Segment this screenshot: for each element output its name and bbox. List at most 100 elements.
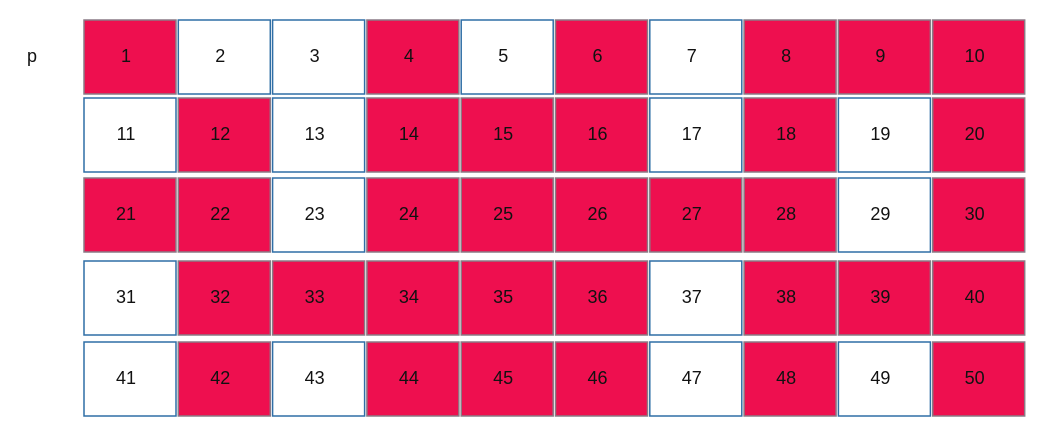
cell-number: 20 [965,124,985,144]
cell [177,19,272,95]
cell-number: 43 [305,368,325,388]
cell-number: 17 [682,124,702,144]
cell [177,97,272,173]
cell-number: 42 [210,368,230,388]
cell-number: 26 [587,204,607,224]
cell [177,341,272,417]
cell [837,260,932,336]
cell-number: 5 [498,46,508,66]
cell [366,97,460,173]
cell-number: 22 [210,204,230,224]
cell [460,341,554,417]
cell-number: 37 [682,287,702,307]
cell [83,341,177,417]
cell [837,177,932,253]
cell [366,260,460,336]
cell [83,97,177,173]
cell [460,260,554,336]
cell [649,260,743,336]
cell-number: 50 [965,368,985,388]
cell-number: 41 [116,368,136,388]
cell [931,19,1026,95]
cell-number: 25 [493,204,513,224]
cell-number: 23 [305,204,325,224]
cell-number: 8 [781,46,791,66]
cell [649,97,743,173]
cell [271,19,366,95]
cell [649,19,743,95]
cell [743,177,837,253]
cell [554,341,649,417]
cell-number: 36 [587,287,607,307]
cell-number: 4 [404,46,414,66]
cell [83,177,177,253]
cell-number: 49 [870,368,890,388]
cell [83,260,177,336]
cell-number: 18 [776,124,796,144]
cell-number: 29 [870,204,890,224]
cell-number: 33 [305,287,325,307]
cell [366,341,460,417]
row-label: p [27,46,37,66]
cell-number: 48 [776,368,796,388]
cell [177,177,272,253]
cell [837,19,932,95]
cell-number: 16 [587,124,607,144]
cell-number: 44 [399,368,419,388]
cell [649,341,743,417]
cell [554,260,649,336]
cell [366,177,460,253]
cell-number: 31 [116,287,136,307]
cell-number: 15 [493,124,513,144]
cell [271,177,366,253]
cell-number: 27 [682,204,702,224]
cell-number: 39 [870,287,890,307]
cell-number: 14 [399,124,419,144]
cell [460,97,554,173]
cell-number: 34 [399,287,419,307]
cell-number: 35 [493,287,513,307]
cell-number: 45 [493,368,513,388]
cell-number: 1 [121,46,131,66]
cell [743,19,837,95]
cell-number: 9 [875,46,885,66]
cell-number: 13 [305,124,325,144]
cell-number: 24 [399,204,419,224]
cell-number: 10 [965,46,985,66]
cell-number: 6 [592,46,602,66]
cell [460,19,554,95]
cell [931,97,1026,173]
cell [554,19,649,95]
cell [649,177,743,253]
cell [271,341,366,417]
cell [931,341,1026,417]
cell-number: 38 [776,287,796,307]
cell-number: 28 [776,204,796,224]
cell-number: 7 [687,46,697,66]
cell-number: 32 [210,287,230,307]
cell [83,19,177,95]
cell [177,260,272,336]
cell-number: 11 [117,124,136,144]
cell [931,177,1026,253]
cell [271,97,366,173]
cell-number: 40 [965,287,985,307]
cell [743,341,837,417]
cell-number: 2 [215,46,225,66]
cell-number: 46 [587,368,607,388]
cell [743,97,837,173]
cell [460,177,554,253]
cell [554,177,649,253]
cell [366,19,460,95]
cell-number: 30 [965,204,985,224]
cell-number: 47 [682,368,702,388]
cell [554,97,649,173]
cell [931,260,1026,336]
cell [271,260,366,336]
cell-number: 21 [116,204,136,224]
cell-number: 12 [210,124,230,144]
cell-number: 19 [870,124,890,144]
cell-number: 3 [310,46,320,66]
